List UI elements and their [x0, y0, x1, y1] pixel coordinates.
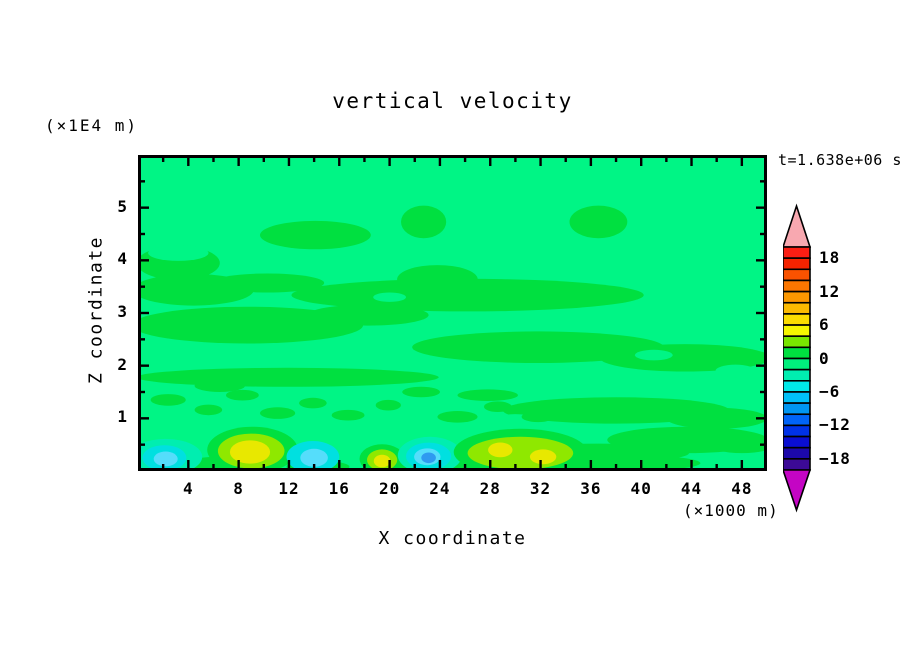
plot-border — [138, 155, 767, 471]
chart-title: vertical velocity — [332, 89, 573, 113]
colorbar-over-arrow — [783, 203, 812, 248]
y-tick-label: 3 — [117, 302, 128, 321]
x-tick-label: 48 — [731, 479, 753, 498]
x-axis-title: X coordinate — [378, 528, 527, 549]
y-tick-label: 2 — [117, 354, 128, 374]
contour-field — [138, 155, 767, 471]
colorbar-tick-label: 0 — [819, 348, 830, 368]
colorbar-tick-label: 6 — [819, 315, 830, 335]
colorbar-under-arrow — [783, 469, 812, 513]
colorbar-cells — [783, 246, 811, 471]
x-tick-label: 4 — [182, 479, 194, 498]
y-tick-label: 1 — [117, 407, 128, 427]
colorbar-tick-label: −6 — [819, 381, 841, 401]
x-tick-label: 24 — [429, 479, 451, 498]
colorbar-tick-label: −12 — [819, 415, 851, 435]
colorbar-tick-label: 12 — [819, 281, 841, 301]
x-tick-label: 36 — [580, 479, 602, 498]
colorbar — [783, 203, 812, 513]
y-tick-label: 5 — [117, 196, 128, 216]
timestamp-label: t=1.638e+06 s — [778, 151, 902, 169]
x-tick-label: 20 — [378, 479, 401, 498]
x-axis-unit-label: (×1000 m) — [683, 501, 779, 520]
x-tick-label: 16 — [328, 479, 350, 498]
colorbar-tick-label: −18 — [819, 448, 851, 468]
x-tick-label: 40 — [630, 479, 652, 498]
x-tick-label: 28 — [479, 479, 501, 498]
x-tick-label: 8 — [233, 479, 244, 498]
x-tick-label: 32 — [529, 479, 552, 498]
y-tick-label: 4 — [117, 249, 128, 269]
x-tick-label: 44 — [680, 479, 703, 498]
x-tick-label: 12 — [278, 479, 300, 498]
contour-plot — [138, 155, 767, 471]
y-axis-unit-label: (×1E4 m) — [45, 116, 139, 135]
colorbar-tick-label: 18 — [819, 248, 841, 268]
